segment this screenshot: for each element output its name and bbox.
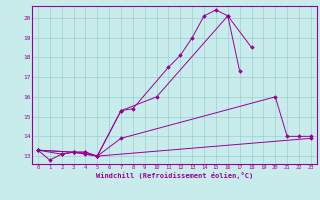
X-axis label: Windchill (Refroidissement éolien,°C): Windchill (Refroidissement éolien,°C)	[96, 172, 253, 179]
